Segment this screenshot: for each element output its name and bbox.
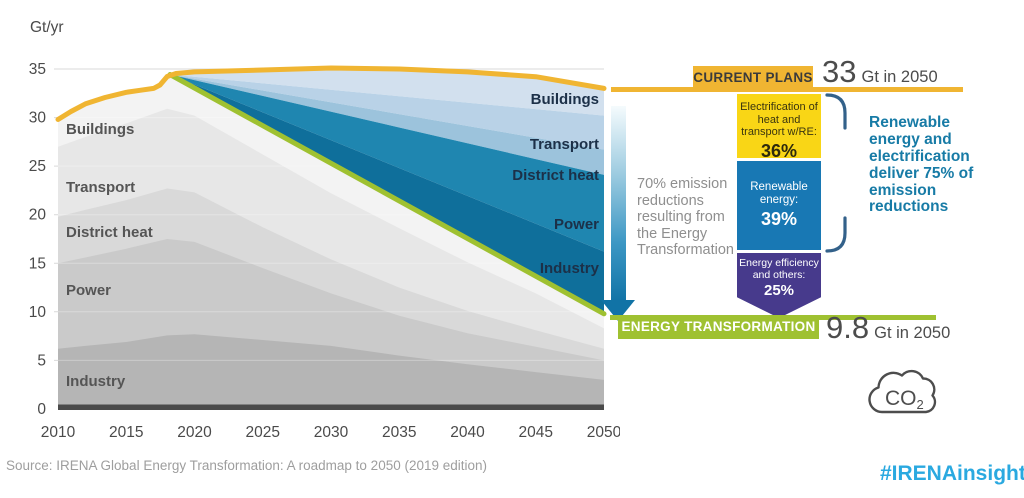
- x-tick: 2045: [519, 424, 553, 441]
- x-axis-bar: [58, 404, 604, 410]
- y-tick: 5: [37, 352, 46, 369]
- y-tick-labels: 35 30 25 20 15 10 5 0: [29, 61, 47, 418]
- wedge-label-district-heat: District heat: [512, 167, 599, 184]
- bracket-icon: [825, 93, 847, 253]
- wedge-label-transport: Transport: [530, 136, 599, 153]
- x-tick: 2010: [41, 424, 76, 441]
- x-tick: 2050: [587, 424, 620, 441]
- electrification-box-pct: 36%: [760, 140, 798, 161]
- electrification-box: Electrification of heat and transport w/…: [737, 94, 821, 161]
- stack-label-district-heat: District heat: [66, 224, 153, 241]
- energy-efficiency-box-label: Energy efficiency and others:: [739, 257, 819, 281]
- x-tick-labels: 2010 2015 2020 2025 2030 2035 2040 2045 …: [41, 424, 620, 441]
- x-tick: 2035: [382, 424, 416, 441]
- wedge-label-power: Power: [554, 216, 599, 233]
- stack-label-transport: Transport: [66, 179, 135, 196]
- co2-cloud-icon: CO2: [868, 369, 937, 414]
- current-plans-tag: CURRENT PLANS: [693, 66, 813, 89]
- current-plans-line: [55, 65, 607, 122]
- remaining-emissions-areas: [58, 74, 604, 410]
- current-plans-number-suffix: Gt in 2050: [861, 68, 938, 86]
- reduction-arrow-shaft: [611, 106, 626, 302]
- y-axis-unit: Gt/yr: [30, 19, 64, 36]
- reduction-note: 70% emission reductions resulting from t…: [637, 176, 734, 259]
- energy-transformation-number: 9.8: [826, 310, 870, 345]
- irena-insights-hashtag: #IRENAinsights: [880, 462, 1024, 485]
- stack-label-power: Power: [66, 282, 111, 299]
- y-tick: 30: [29, 110, 47, 127]
- wedge-label-buildings: Buildings: [531, 91, 599, 108]
- x-tick: 2020: [177, 424, 212, 441]
- stack-label-industry: Industry: [66, 373, 126, 390]
- x-tick: 2040: [450, 424, 485, 441]
- source-note: Source: IRENA Global Energy Transformati…: [6, 458, 488, 473]
- y-tick: 20: [29, 207, 47, 224]
- current-plans-number: 33: [822, 54, 857, 89]
- energy-transformation-tag: ENERGY TRANSFORMATION: [618, 315, 819, 339]
- y-tick: 25: [29, 158, 46, 175]
- renewable-energy-box-label: Renewable energy:: [750, 180, 808, 206]
- stack-sector-labels: Buildings Transport District heat Power …: [66, 121, 153, 390]
- energy-transformation-line: [167, 72, 607, 317]
- y-tick: 15: [29, 255, 46, 272]
- energy-transformation-2050-value: 9.8 Gt in 2050: [826, 312, 950, 343]
- current-plans-2050-value: 33 Gt in 2050: [822, 56, 938, 87]
- renewables-headline: Renewable energy and electrification del…: [869, 114, 974, 216]
- wedge-label-industry: Industry: [540, 260, 600, 277]
- co2-icon-text: CO2: [885, 387, 924, 412]
- x-tick: 2025: [246, 424, 280, 441]
- energy-transformation-number-suffix: Gt in 2050: [874, 324, 951, 342]
- y-tick: 35: [29, 61, 46, 78]
- y-tick: 0: [37, 401, 46, 418]
- area-industry: [58, 334, 604, 409]
- emissions-area-chart: Gt/yr 35 30 25 20 15 10 5 0 2010 2015 20…: [29, 19, 620, 441]
- wedge-buildings: [170, 68, 604, 116]
- stack-label-buildings: Buildings: [66, 121, 134, 138]
- electrification-box-label: Electrification of heat and transport w/…: [740, 101, 818, 139]
- energy-efficiency-box: Energy efficiency and others: 25%: [737, 253, 821, 318]
- renewable-energy-box: Renewable energy: 39%: [737, 161, 821, 250]
- y-tick: 10: [29, 304, 47, 321]
- x-tick: 2030: [314, 424, 349, 441]
- energy-efficiency-box-pct: 25%: [763, 281, 795, 299]
- x-tick: 2015: [109, 424, 143, 441]
- renewable-energy-box-pct: 39%: [760, 209, 798, 230]
- current-plans-rule: [611, 87, 963, 92]
- wedge-sector-labels: Buildings Transport District heat Power …: [512, 91, 599, 277]
